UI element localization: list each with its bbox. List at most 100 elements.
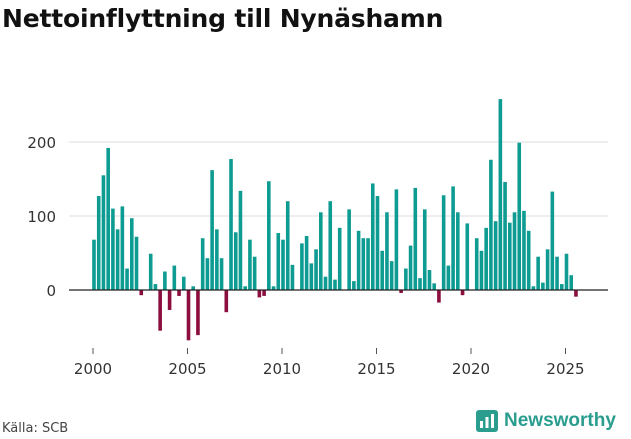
bar: [541, 282, 545, 290]
bar: [139, 290, 144, 296]
bar: [252, 256, 257, 290]
bar: [531, 286, 536, 290]
bar: [380, 250, 385, 290]
bar: [441, 195, 446, 290]
bar: [290, 264, 295, 290]
bar: [153, 284, 158, 290]
bar: [125, 268, 129, 290]
bar: [148, 253, 153, 290]
bar: [304, 235, 309, 290]
bar: [404, 268, 408, 290]
x-tick-label: 2015: [357, 360, 395, 378]
bar: [555, 256, 559, 290]
bar: [385, 212, 389, 290]
bar: [257, 290, 262, 298]
bar: [460, 290, 465, 296]
bar: [569, 275, 574, 290]
bar: [522, 210, 526, 290]
bar: [96, 196, 101, 290]
bar: [281, 239, 285, 290]
bar: [489, 159, 493, 290]
bar: [399, 290, 403, 293]
bar: [408, 245, 413, 290]
bar: [314, 249, 318, 290]
bar: [517, 142, 522, 290]
bar: [574, 290, 578, 297]
bar: [413, 187, 418, 290]
bar: [181, 276, 186, 290]
gridlines: [69, 141, 608, 217]
bar: [512, 212, 517, 290]
bar: [337, 227, 342, 290]
bar: [427, 270, 432, 290]
bar: [229, 159, 233, 290]
bar: [432, 283, 436, 290]
source-note: Källa: SCB: [2, 421, 69, 436]
bar: [493, 221, 498, 290]
bar-chart: 0 100 200 2000 2005 2010 2015 2020 2025: [27, 99, 608, 378]
bar: [347, 209, 351, 290]
bar: [333, 279, 337, 290]
bar: [375, 196, 380, 290]
bar: [158, 290, 162, 331]
bar: [508, 222, 512, 290]
bar: [503, 181, 507, 290]
x-tick-label: 2000: [74, 360, 112, 378]
bar: [233, 232, 238, 290]
x-tick-label: 2025: [546, 360, 584, 378]
bar: [215, 229, 219, 290]
bar: [545, 249, 550, 290]
bar: [370, 183, 375, 290]
y-tick-label: 100: [27, 208, 56, 226]
bar: [115, 229, 120, 290]
bar: [106, 147, 110, 290]
chart-title: Nettoinflyttning till Nynäshamn: [2, 4, 444, 33]
bar: [479, 250, 484, 290]
bar: [484, 227, 488, 290]
x-tick-label: 2010: [263, 360, 301, 378]
bar: [352, 281, 356, 290]
bar: [200, 238, 205, 290]
bar: [356, 230, 361, 290]
bar: [550, 191, 555, 290]
y-tick-label: 200: [27, 134, 56, 152]
bar: [446, 265, 451, 290]
bar: [172, 265, 177, 290]
bar: [559, 284, 564, 290]
bar: [474, 238, 479, 290]
bar: [130, 218, 134, 290]
bar: [276, 233, 281, 290]
bar: [186, 290, 191, 341]
bar: [456, 212, 460, 290]
bar: [319, 212, 323, 290]
bar: [323, 276, 328, 290]
x-tick-label: 2020: [452, 360, 490, 378]
x-tick-label: 2005: [168, 360, 206, 378]
bar: [163, 271, 167, 290]
bar: [92, 239, 96, 290]
bar: [134, 236, 139, 290]
bar: [196, 290, 200, 336]
bar: [418, 278, 422, 290]
bar: [219, 258, 224, 290]
bar: [167, 290, 172, 310]
bar: [191, 286, 196, 290]
newsworthy-logo[interactable]: Newsworthy: [476, 408, 616, 434]
bar: [271, 286, 276, 290]
bar: [465, 223, 470, 290]
bar: [564, 253, 569, 290]
bar: [210, 170, 214, 290]
bar: [120, 206, 125, 290]
bar: [536, 256, 540, 290]
bar: [526, 230, 531, 290]
bar: [111, 208, 115, 290]
y-tick-label: 0: [46, 282, 56, 300]
brand-name: Newsworthy: [504, 410, 616, 431]
bar-chart-icon: [476, 410, 498, 432]
bars: [92, 99, 578, 341]
y-axis: 0 100 200: [27, 134, 56, 300]
bar: [437, 290, 441, 303]
bar: [300, 243, 304, 290]
bar: [451, 186, 455, 290]
bar: [422, 209, 427, 290]
